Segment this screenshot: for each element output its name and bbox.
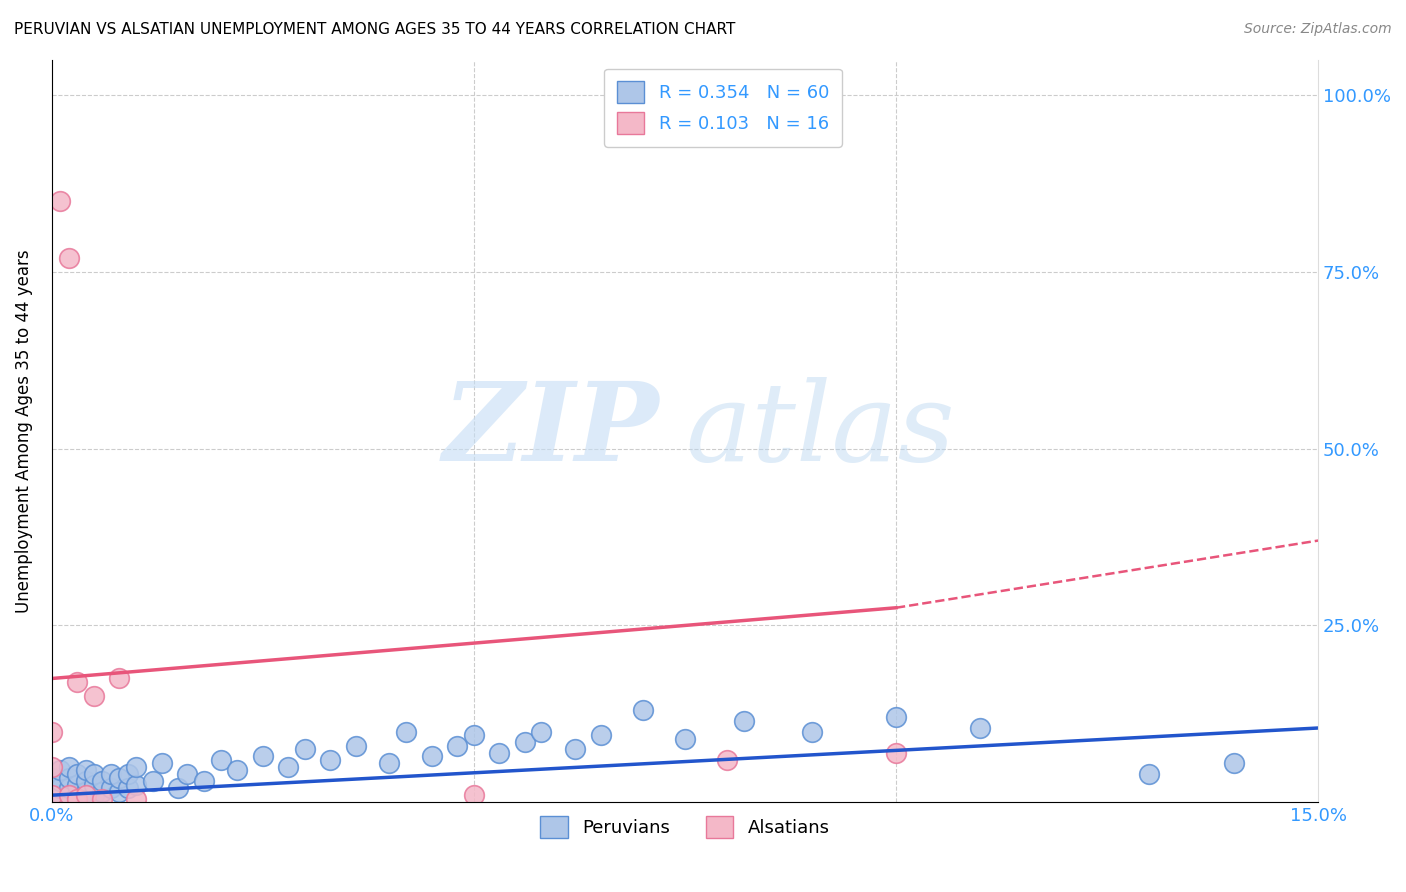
Point (125, 778, 148, 792)
Point (1137, 767, 1160, 781)
Point (41, 760, 63, 774)
Point (395, 724, 418, 739)
Point (117, 767, 139, 781)
Point (1222, 756, 1244, 771)
Point (125, 760, 148, 774)
Point (108, 672, 131, 686)
Point (41, 788, 63, 802)
Point (167, 781, 190, 796)
Text: Source: ZipAtlas.com: Source: ZipAtlas.com (1244, 22, 1392, 37)
Point (49, 194, 72, 208)
Point (125, 791, 148, 805)
Point (117, 781, 139, 796)
Point (108, 771, 131, 785)
Point (884, 746, 907, 760)
Point (488, 746, 510, 760)
Point (150, 756, 173, 771)
Point (66, 778, 89, 792)
Point (49, 781, 72, 796)
Point (91, 774, 114, 789)
Point (513, 735, 536, 749)
Point (58, 788, 80, 802)
Point (58, 251, 80, 265)
Point (193, 774, 215, 789)
Point (446, 739, 468, 753)
Legend: Peruvians, Alsatians: Peruvians, Alsatians (533, 809, 837, 846)
Point (66, 675, 89, 690)
Point (75, 764, 97, 778)
Point (420, 749, 443, 764)
Point (49, 774, 72, 789)
Point (530, 724, 553, 739)
Point (800, 724, 823, 739)
Text: ZIP: ZIP (443, 377, 659, 484)
Point (463, 728, 485, 742)
Point (319, 753, 342, 767)
Point (58, 788, 80, 802)
Point (589, 728, 612, 742)
Y-axis label: Unemployment Among Ages 35 to 44 years: Unemployment Among Ages 35 to 44 years (15, 249, 32, 613)
Point (463, 788, 485, 802)
Point (100, 767, 122, 781)
Point (66, 788, 89, 802)
Point (83, 778, 105, 792)
Point (716, 753, 738, 767)
Point (75, 774, 97, 789)
Point (176, 767, 198, 781)
Point (108, 785, 131, 799)
Point (58, 760, 80, 774)
Point (41, 724, 63, 739)
Point (344, 739, 367, 753)
Point (226, 764, 249, 778)
Point (41, 771, 63, 785)
Point (58, 771, 80, 785)
Point (100, 781, 122, 796)
Point (58, 781, 80, 796)
Point (66, 791, 89, 805)
Point (75, 788, 97, 802)
Point (49, 788, 72, 802)
Point (277, 760, 299, 774)
Point (41, 778, 63, 792)
Text: PERUVIAN VS ALSATIAN UNEMPLOYMENT AMONG AGES 35 TO 44 YEARS CORRELATION CHART: PERUVIAN VS ALSATIAN UNEMPLOYMENT AMONG … (14, 22, 735, 37)
Point (294, 742, 316, 756)
Point (91, 791, 114, 805)
Point (83, 689, 105, 703)
Text: atlas: atlas (685, 377, 955, 484)
Point (378, 756, 401, 771)
Point (209, 753, 232, 767)
Point (66, 767, 89, 781)
Point (884, 710, 907, 724)
Point (564, 742, 586, 756)
Point (91, 785, 114, 799)
Point (733, 714, 755, 728)
Point (969, 721, 991, 735)
Point (142, 774, 165, 789)
Point (631, 703, 654, 717)
Point (41, 785, 63, 799)
Point (673, 731, 696, 746)
Point (83, 767, 105, 781)
Point (252, 749, 274, 764)
Point (49, 764, 72, 778)
Point (83, 788, 105, 802)
Point (75, 785, 97, 799)
